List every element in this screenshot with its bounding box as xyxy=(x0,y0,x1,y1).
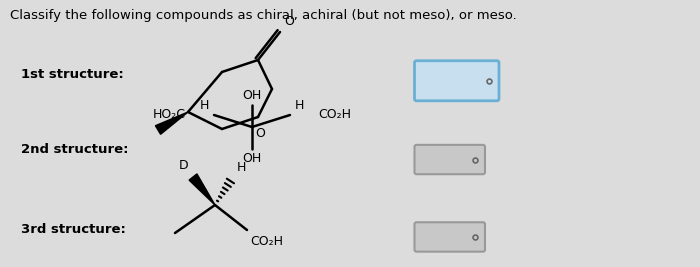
Text: CO₂H: CO₂H xyxy=(318,108,351,121)
Polygon shape xyxy=(189,174,215,205)
FancyBboxPatch shape xyxy=(414,222,485,252)
Text: Classify the following compounds as chiral, achiral (but not meso), or meso.: Classify the following compounds as chir… xyxy=(10,9,517,22)
FancyBboxPatch shape xyxy=(414,61,499,101)
Text: OH: OH xyxy=(242,89,262,102)
Text: O: O xyxy=(255,127,265,140)
Text: H: H xyxy=(295,99,304,112)
Text: OH: OH xyxy=(242,152,262,165)
Text: CO₂H: CO₂H xyxy=(250,235,283,248)
Text: 1st structure:: 1st structure: xyxy=(21,68,124,81)
Text: HO₂C: HO₂C xyxy=(153,108,186,121)
Text: H: H xyxy=(237,161,246,174)
Text: H: H xyxy=(199,99,209,112)
Text: D: D xyxy=(178,159,188,172)
Text: O: O xyxy=(284,15,294,28)
Polygon shape xyxy=(155,112,188,134)
Text: 2nd structure:: 2nd structure: xyxy=(21,143,129,156)
Text: 3rd structure:: 3rd structure: xyxy=(21,223,126,236)
FancyBboxPatch shape xyxy=(414,145,485,174)
